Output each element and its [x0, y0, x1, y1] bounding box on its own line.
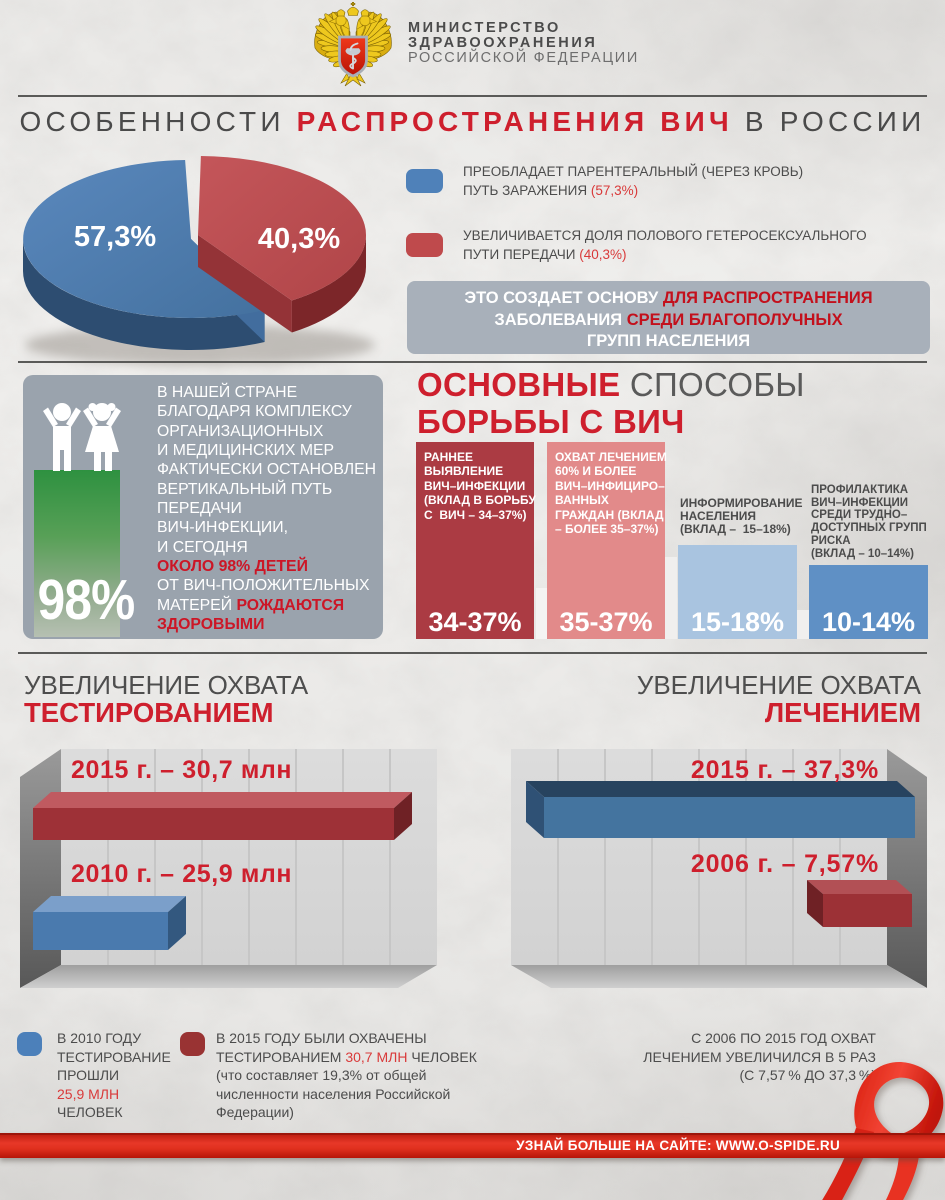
svg-text:40,3%: 40,3%: [258, 223, 340, 255]
svg-text:57,3%: 57,3%: [74, 221, 156, 253]
svg-text:2015 г. – 37,3%: 2015 г. – 37,3%: [691, 756, 879, 784]
svg-text:2006 г. – 7,57%: 2006 г. – 7,57%: [691, 850, 879, 878]
svg-text:2015 г. – 30,7 млн: 2015 г. – 30,7 млн: [71, 756, 292, 784]
svg-text:2010 г. – 25,9 млн: 2010 г. – 25,9 млн: [71, 860, 292, 888]
